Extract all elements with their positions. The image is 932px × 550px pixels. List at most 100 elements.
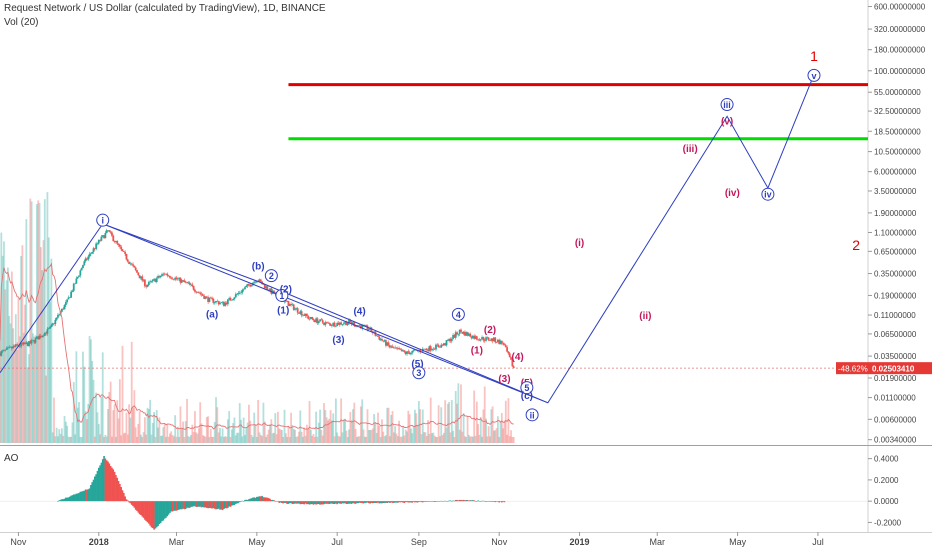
candle-body bbox=[132, 264, 134, 266]
wave-label-circle bbox=[761, 187, 775, 201]
ao-bar bbox=[461, 500, 464, 502]
volume-bar bbox=[379, 436, 382, 443]
volume-bar bbox=[66, 425, 69, 443]
ao-bar bbox=[349, 501, 352, 504]
ao-bar bbox=[462, 499, 465, 502]
candle-body bbox=[331, 325, 333, 327]
volume-bar bbox=[113, 404, 116, 443]
volume-bar bbox=[54, 436, 57, 443]
volume-bar bbox=[100, 396, 103, 443]
ao-bar bbox=[190, 501, 192, 507]
volume-bar bbox=[253, 412, 256, 443]
candle-body bbox=[508, 353, 511, 358]
volume-bar bbox=[89, 339, 92, 443]
candle-body bbox=[387, 342, 390, 346]
volume-bar bbox=[477, 424, 480, 443]
volume-bar bbox=[356, 436, 358, 443]
ao-bar bbox=[157, 501, 159, 527]
volume-bar bbox=[474, 435, 477, 443]
volume-bar bbox=[435, 436, 437, 443]
ao-bar bbox=[111, 467, 113, 502]
candle-body bbox=[8, 347, 11, 348]
ao-bar bbox=[62, 499, 65, 502]
ao-bar bbox=[456, 499, 458, 502]
ao-bar bbox=[490, 501, 493, 502]
ao-bar bbox=[86, 489, 88, 502]
volume-bar bbox=[508, 436, 511, 443]
ao-bar bbox=[279, 501, 282, 503]
volume-bar bbox=[448, 402, 451, 443]
ao-bar bbox=[83, 490, 86, 502]
ao-bar bbox=[457, 500, 460, 502]
volume-bar bbox=[213, 421, 216, 443]
ao-bar bbox=[286, 501, 288, 504]
ao-bar bbox=[277, 501, 279, 502]
ao-tick-label: 0.4000 bbox=[874, 455, 899, 464]
candle-body bbox=[338, 322, 341, 325]
candle-body bbox=[118, 244, 121, 247]
ao-bar bbox=[95, 474, 97, 502]
candle-body bbox=[142, 279, 145, 281]
candle-body bbox=[211, 297, 213, 299]
ao-bar bbox=[169, 501, 171, 513]
volume-bar bbox=[18, 336, 21, 443]
volume-bar bbox=[240, 419, 242, 443]
volume-bar bbox=[485, 418, 487, 443]
candle-body bbox=[506, 347, 509, 352]
candle-body bbox=[445, 340, 448, 346]
volume-bar bbox=[511, 436, 514, 443]
volume-bar bbox=[26, 367, 29, 443]
ao-bar bbox=[337, 501, 340, 504]
volume-bar bbox=[373, 413, 375, 443]
candle-body bbox=[495, 342, 498, 343]
candle-body bbox=[178, 277, 181, 279]
volume-bar bbox=[470, 436, 473, 443]
candle-body bbox=[487, 337, 490, 341]
ao-bar bbox=[270, 499, 273, 502]
candle-body bbox=[457, 333, 460, 335]
ao-bar bbox=[428, 501, 431, 502]
candle-body bbox=[361, 324, 364, 329]
ao-bar bbox=[344, 501, 346, 504]
candle-body bbox=[95, 243, 98, 249]
volume-bar bbox=[72, 382, 75, 443]
candle-body bbox=[320, 319, 323, 321]
volume-bar bbox=[233, 417, 236, 443]
candle-body bbox=[159, 276, 162, 278]
ao-bar bbox=[248, 499, 250, 502]
volume-bar bbox=[124, 432, 127, 443]
volume-bar bbox=[4, 289, 7, 443]
ao-bar bbox=[466, 500, 469, 502]
candle-body bbox=[461, 331, 464, 334]
candle-body bbox=[391, 346, 394, 348]
candle-body bbox=[248, 284, 250, 285]
ao-bar bbox=[141, 501, 144, 517]
volume-bar bbox=[149, 399, 152, 443]
ao-bar bbox=[448, 500, 450, 502]
ao-bar bbox=[204, 501, 207, 508]
candle-body bbox=[486, 337, 489, 338]
ao-bar bbox=[199, 501, 202, 507]
ao-bar bbox=[495, 501, 498, 502]
volume-bar bbox=[180, 428, 183, 443]
volume-bar bbox=[500, 413, 503, 443]
candle-body bbox=[363, 325, 366, 326]
ao-bar bbox=[482, 500, 485, 502]
volume-label: Vol (20) bbox=[4, 17, 39, 28]
volume-bar bbox=[258, 432, 261, 443]
ao-bar bbox=[58, 500, 61, 502]
volume-bar bbox=[79, 436, 82, 443]
volume-bar bbox=[491, 406, 494, 443]
ao-bar bbox=[346, 501, 349, 504]
volume-bar bbox=[442, 432, 445, 443]
volume-bar bbox=[208, 436, 211, 443]
ao-bar bbox=[154, 501, 157, 529]
ao-bar bbox=[119, 483, 121, 502]
candle-body bbox=[302, 314, 304, 316]
ao-bar bbox=[393, 501, 395, 503]
ao-label: AO bbox=[4, 453, 19, 464]
y-tick-label: 0.06500000 bbox=[874, 330, 917, 339]
candle-body bbox=[108, 230, 111, 232]
ao-bar bbox=[121, 490, 124, 502]
